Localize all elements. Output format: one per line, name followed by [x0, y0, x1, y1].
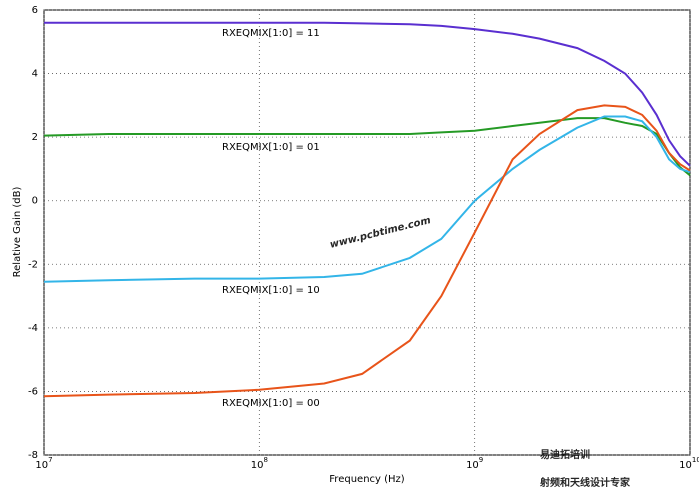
- series-line: [43, 104, 691, 398]
- series-line: [44, 21, 691, 167]
- x-tick-exponent: 8: [263, 456, 267, 464]
- y-tick-label: -8: [28, 450, 38, 461]
- plot-frame: [43, 9, 691, 456]
- y-tick-label: -6: [28, 386, 38, 397]
- x-tick-exponent: 10: [692, 456, 699, 464]
- y-axis-label: Relative Gain (dB): [12, 187, 23, 278]
- y-tick-label: 4: [32, 69, 38, 80]
- x-tick-base: 10: [251, 460, 264, 471]
- x-tick-label: 107: [35, 456, 52, 471]
- x-axis-label: Frequency (Hz): [329, 474, 405, 485]
- x-tick-exponent: 7: [48, 456, 52, 464]
- y-tick-label: -2: [28, 259, 38, 270]
- watermark: www.pcbtime.com: [329, 215, 432, 251]
- series-label: RXEQMIX[1:0] = 00: [222, 398, 320, 409]
- series-label: RXEQMIX[1:0] = 01: [222, 142, 320, 153]
- series-label: RXEQMIX[1:0] = 10: [222, 285, 320, 296]
- series-line: [43, 117, 691, 177]
- watermark: 射频和天线设计专家: [539, 476, 631, 489]
- x-tick-base: 10: [35, 460, 48, 471]
- x-tick-label: 109: [466, 456, 483, 471]
- x-tick-label: 1010: [679, 456, 699, 471]
- x-tick-exponent: 9: [479, 456, 483, 464]
- x-tick-base: 10: [466, 460, 479, 471]
- series-line: [43, 115, 691, 283]
- y-tick-label: 0: [32, 196, 38, 207]
- x-tick-label: 108: [251, 456, 268, 471]
- series-label: RXEQMIX[1:0] = 11: [222, 28, 320, 39]
- y-tick-label: 6: [32, 5, 38, 16]
- y-tick-label: 2: [32, 132, 38, 143]
- y-tick-label: -4: [28, 323, 38, 334]
- x-tick-base: 10: [679, 460, 692, 471]
- watermark: 易迪拓培训: [540, 448, 590, 461]
